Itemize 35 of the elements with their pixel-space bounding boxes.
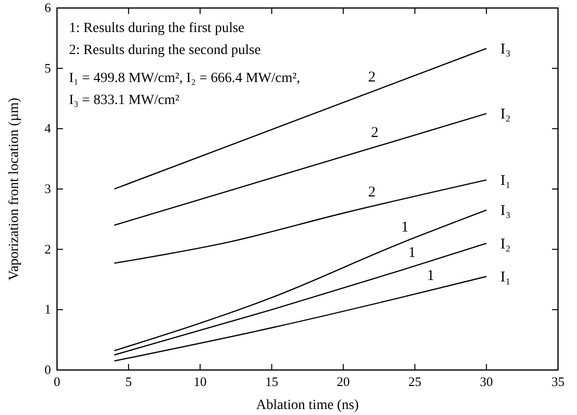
annotation: 2 <box>371 125 379 142</box>
x-tick-label: 15 <box>265 374 278 389</box>
y-tick-label: 3 <box>44 181 51 196</box>
x-axis-title: Ablation time (ns) <box>256 398 360 413</box>
annotation: I₁ = 499.8 MW/cm², I₂ = 666.4 MW/cm², <box>69 71 300 86</box>
y-tick-label: 4 <box>44 120 52 136</box>
annotation: 1 <box>426 268 434 284</box>
x-tick-label: 20 <box>336 374 350 389</box>
annotation: 1: Results during the first pulse <box>69 21 244 36</box>
line-series <box>114 179 488 264</box>
x-tick-label: 30 <box>480 374 493 389</box>
y-tick-label: 0 <box>44 362 51 377</box>
series-label: I₁ <box>500 269 511 286</box>
series-label: I₃ <box>500 41 511 58</box>
annotation: 1 <box>408 244 416 261</box>
y-tick-label: 5 <box>44 60 51 76</box>
y-tick-label: 2 <box>44 241 51 256</box>
x-tick-label: 5 <box>125 374 132 389</box>
y-axis-title: Vaporization front location (µm) <box>7 97 22 280</box>
x-tick-label: 35 <box>552 374 564 389</box>
series-label: I₃ <box>500 203 511 220</box>
annotation: 2 <box>368 70 376 86</box>
annotation: 2 <box>368 184 376 200</box>
annotation: 2: Results during the second pulse <box>69 43 261 58</box>
series-label: I₂ <box>500 106 511 123</box>
annotation: I₃ = 833.1 MW/cm² <box>69 93 180 108</box>
series-label: I₂ <box>500 236 511 252</box>
line-series <box>114 210 488 352</box>
x-tick-label: 25 <box>408 374 422 389</box>
line-series <box>114 242 488 356</box>
x-tick-label: 10 <box>194 374 207 389</box>
series-label: I₁ <box>500 172 511 189</box>
y-tick-label: 6 <box>44 0 52 15</box>
annotation: 1 <box>401 220 409 236</box>
y-tick-label: 1 <box>44 302 51 317</box>
